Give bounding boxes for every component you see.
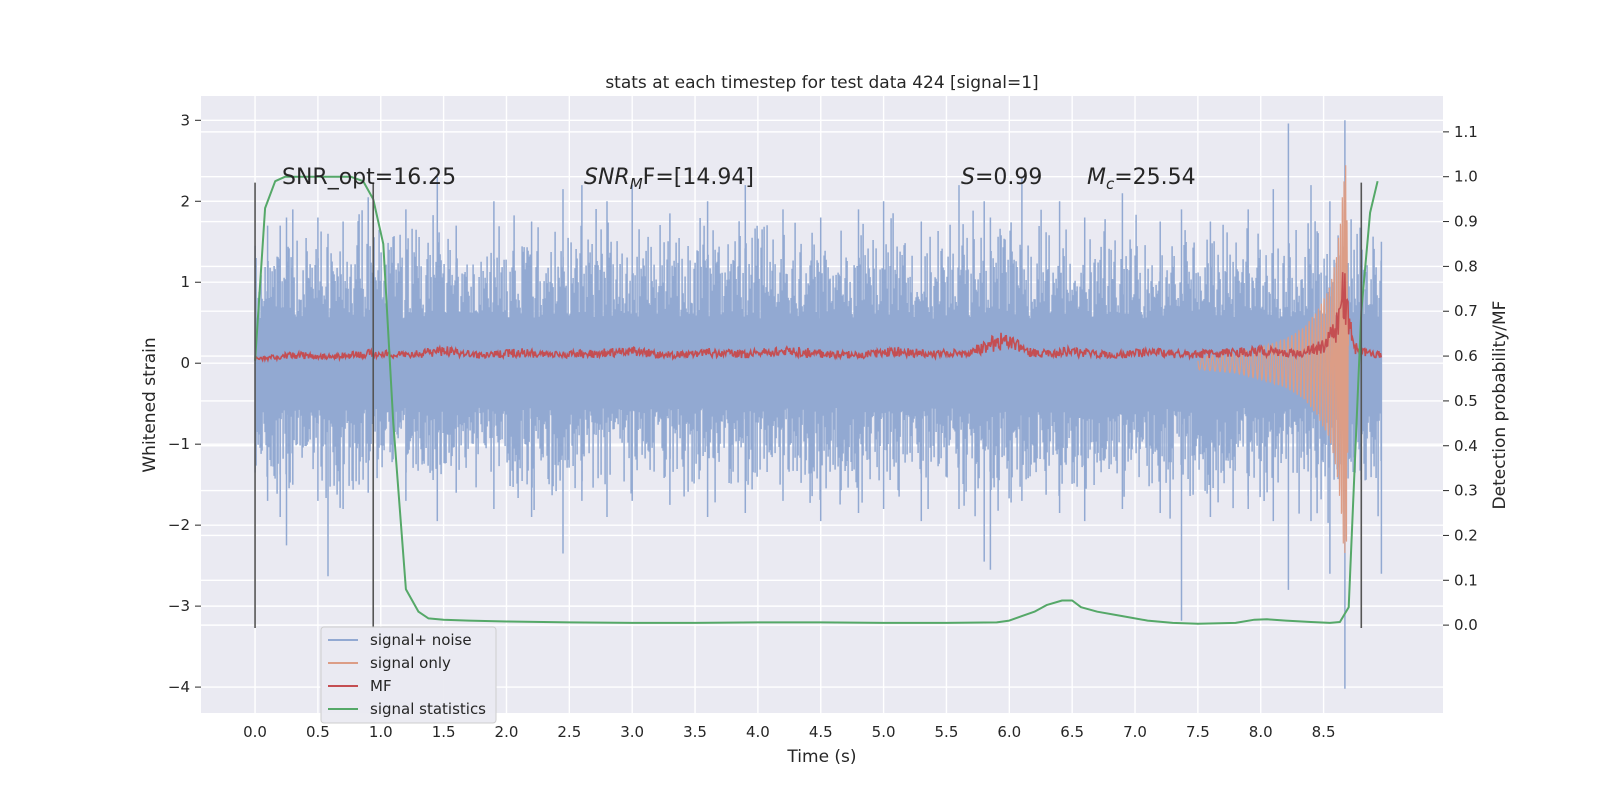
annotation-s-value: =0.99: [975, 165, 1042, 190]
y2-axis-label: Detection probability/MF: [1490, 301, 1510, 510]
y-tick-label: −1: [168, 435, 190, 453]
x-tick-label: 8.5: [1312, 723, 1336, 741]
x-tick-label: 6.0: [997, 723, 1021, 741]
legend-label-signal-statistics: signal statistics: [370, 700, 486, 718]
legend-label-mf: MF: [370, 677, 392, 695]
chart-title: stats at each timestep for test data 424…: [605, 73, 1038, 93]
y2-tick-label: 0.0: [1454, 616, 1478, 634]
x-tick-label: 0.5: [306, 723, 330, 741]
y-tick-label: 3: [180, 111, 190, 129]
series-signal-only: [1197, 165, 1350, 554]
x-tick-label: 6.5: [1060, 723, 1084, 741]
y-tick-label: −3: [168, 597, 190, 615]
x-tick-label: 8.0: [1249, 723, 1273, 741]
y2-tick-label: 0.7: [1454, 302, 1478, 320]
y2-tick-label: 0.1: [1454, 571, 1478, 589]
y-tick-label: 0: [180, 354, 190, 372]
y-tick-label: −4: [168, 678, 190, 696]
x-tick-label: 5.0: [872, 723, 896, 741]
y-tick-label: 2: [180, 192, 190, 210]
y2-tick-labels: 1.1 1.0 0.9 0.8 0.7 0.6 0.5 0.4 0.3 0.2 0.1 0.0: [1443, 123, 1478, 634]
y-tick-label: −2: [168, 516, 190, 534]
legend-box: [320, 626, 497, 724]
y-axis-label: Whitened strain: [140, 337, 160, 472]
x-tick-label: 5.5: [935, 723, 959, 741]
annotation-mc-value: =25.54: [1114, 165, 1195, 190]
annotation-snr-mf-symbol: SNR: [584, 165, 630, 190]
annotation-s-symbol: S: [961, 165, 975, 190]
x-tick-label: 7.5: [1186, 723, 1210, 741]
x-tick-label: 4.5: [809, 723, 833, 741]
y2-tick-label: 0.6: [1454, 347, 1478, 365]
mf-trace: [254, 272, 1382, 363]
series-mf: [254, 272, 1382, 363]
x-tick-label: 1.5: [432, 723, 456, 741]
legend: signal+ noise signal only MF signal stat…: [320, 626, 497, 724]
annotation-mc-subscript: c: [1106, 175, 1115, 193]
annotation-snr-opt: SNR_opt=16.25: [282, 165, 456, 190]
x-tick-label: 3.5: [683, 723, 707, 741]
y2-tick-label: 1.0: [1454, 168, 1478, 186]
x-tick-label: 3.0: [620, 723, 644, 741]
y2-tick-label: 0.2: [1454, 526, 1478, 544]
x-tick-label: 2.0: [495, 723, 519, 741]
y2-tick-label: 0.4: [1454, 437, 1478, 455]
legend-label-signal-only: signal only: [370, 654, 451, 672]
vertical-markers: [254, 182, 1363, 628]
annotation-mc: Mc=25.54: [1087, 165, 1196, 193]
signal-statistics-trace: [254, 175, 1379, 625]
y-tick-labels: 3 2 1 0 −1 −2 −3 −4: [168, 111, 201, 696]
annotation-mc-symbol: M: [1087, 165, 1106, 190]
x-tick-label: 1.0: [369, 723, 393, 741]
x-tick-labels: 0.0 0.5 1.0 1.5 2.0 2.5 3.0 3.5 4.0 4.5 5.0 5.5 6.0 6…: [243, 723, 1335, 741]
y2-tick-label: 0.9: [1454, 213, 1478, 231]
y2-tick-label: 0.3: [1454, 482, 1478, 500]
signal-only-trace: [1197, 165, 1350, 554]
y2-tick-label: 0.5: [1454, 392, 1478, 410]
x-tick-label: 0.0: [243, 723, 267, 741]
annotation-s: S=0.99: [961, 165, 1042, 190]
y-tick-label: 1: [180, 273, 190, 291]
x-tick-label: 7.0: [1123, 723, 1147, 741]
annotation-snr-mf-subscript: M: [630, 175, 643, 193]
y2-tick-label: 0.8: [1454, 257, 1478, 275]
legend-label-signal-noise: signal+ noise: [370, 631, 472, 649]
annotation-snr-mf-value: F=[14.94]: [643, 165, 754, 190]
annotation-snr-mf: SNRMF=[14.94]: [584, 165, 754, 193]
series-signal-statistics: [254, 175, 1379, 625]
x-tick-label: 4.0: [746, 723, 770, 741]
x-axis-label: Time (s): [786, 747, 856, 767]
x-tick-label: 2.5: [557, 723, 581, 741]
y2-tick-label: 1.1: [1454, 123, 1478, 141]
